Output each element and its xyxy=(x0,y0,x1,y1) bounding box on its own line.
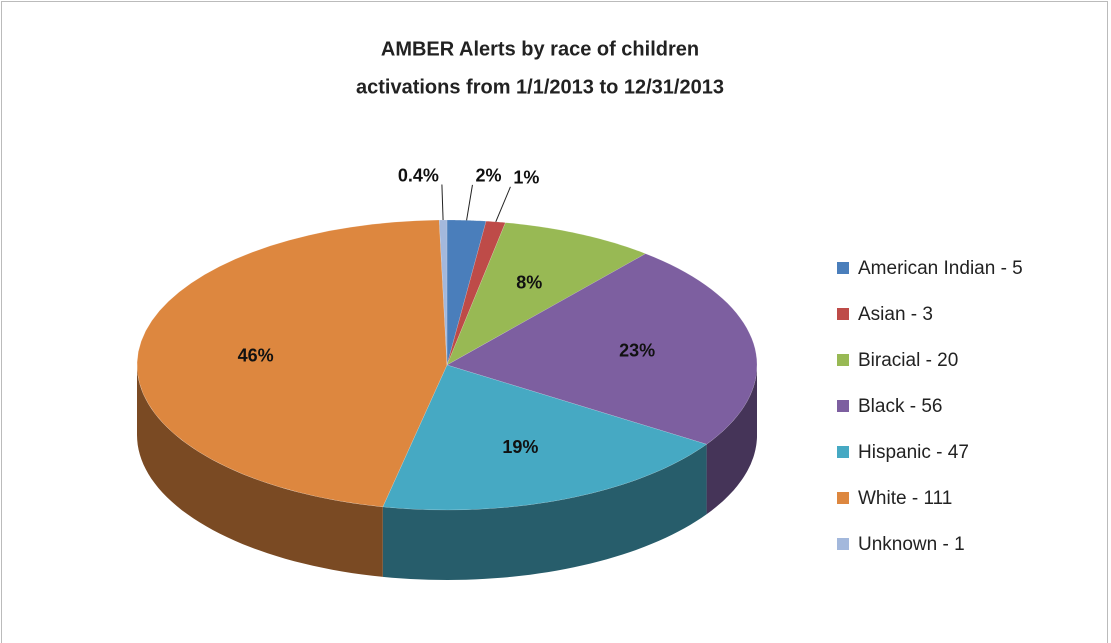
chart-title: activations from 1/1/2013 to 12/31/2013 xyxy=(356,76,724,98)
pie-side xyxy=(382,444,707,580)
legend-label: Hispanic - 47 xyxy=(858,442,969,463)
legend-swatch xyxy=(837,308,849,320)
pie-slice xyxy=(136,219,448,508)
data-label: 46% xyxy=(238,346,274,366)
legend-swatch xyxy=(837,492,849,504)
data-label: 1% xyxy=(513,168,539,188)
legend-label: Unknown - 1 xyxy=(858,534,965,555)
legend-swatch xyxy=(837,400,849,412)
legend-swatch xyxy=(837,262,849,274)
pie-slice xyxy=(382,364,707,511)
data-label: 2% xyxy=(475,166,501,186)
pie-slice xyxy=(446,253,758,445)
legend-label: Asian - 3 xyxy=(858,304,933,325)
legend-swatch xyxy=(837,538,849,550)
pie-slice xyxy=(446,219,487,366)
legend-label: Biracial - 20 xyxy=(858,350,958,371)
leader-line xyxy=(495,186,511,222)
legend-label: American Indian - 5 xyxy=(858,258,1023,279)
legend-label: White - 111 xyxy=(858,488,952,509)
pie-slice xyxy=(446,220,506,366)
legend-swatch xyxy=(837,446,849,458)
data-label: 8% xyxy=(516,273,542,293)
pie-slice xyxy=(446,222,647,366)
legend-label: Black - 56 xyxy=(858,396,942,417)
data-label: 19% xyxy=(502,437,538,457)
chart-title: AMBER Alerts by race of children xyxy=(381,38,699,60)
legend-swatch xyxy=(837,354,849,366)
pie-side xyxy=(137,365,383,577)
data-label: 0.4% xyxy=(398,165,439,185)
leader-line xyxy=(441,184,444,221)
leader-line xyxy=(466,184,473,221)
pie-side xyxy=(706,365,757,515)
data-label: 23% xyxy=(619,340,655,360)
